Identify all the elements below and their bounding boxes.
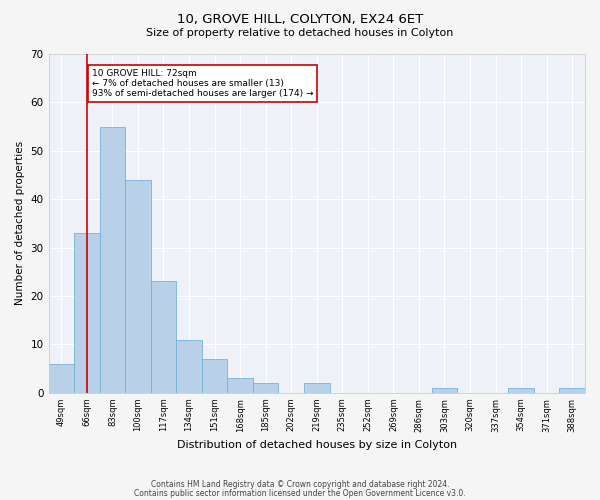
Bar [432,388,457,393]
Bar [125,180,151,393]
Bar [176,340,202,393]
Y-axis label: Number of detached properties: Number of detached properties [15,142,25,306]
Bar [508,388,534,393]
Text: 10 GROVE HILL: 72sqm
← 7% of detached houses are smaller (13)
93% of semi-detach: 10 GROVE HILL: 72sqm ← 7% of detached ho… [92,68,313,98]
Bar [100,126,125,393]
Bar [74,233,100,393]
X-axis label: Distribution of detached houses by size in Colyton: Distribution of detached houses by size … [177,440,457,450]
Bar [253,383,278,393]
Text: Contains HM Land Registry data © Crown copyright and database right 2024.: Contains HM Land Registry data © Crown c… [151,480,449,489]
Text: Contains public sector information licensed under the Open Government Licence v3: Contains public sector information licen… [134,489,466,498]
Text: Size of property relative to detached houses in Colyton: Size of property relative to detached ho… [146,28,454,38]
Bar [304,383,329,393]
Text: 10, GROVE HILL, COLYTON, EX24 6ET: 10, GROVE HILL, COLYTON, EX24 6ET [177,12,423,26]
Bar [559,388,585,393]
Bar [227,378,253,393]
Bar [49,364,74,393]
Bar [202,359,227,393]
Bar [151,282,176,393]
